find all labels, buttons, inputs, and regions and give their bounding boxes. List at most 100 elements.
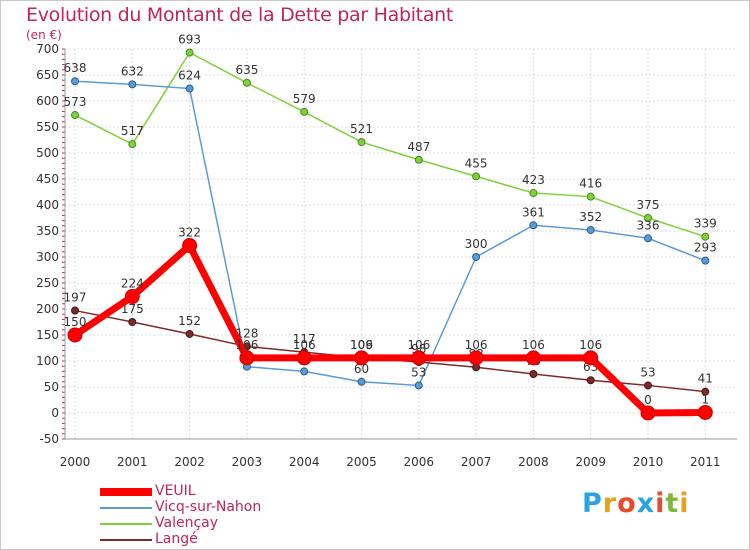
data-label-valen-ay: 487: [407, 140, 430, 154]
data-label-lang-: 128: [235, 326, 258, 340]
point-vicq-sur-nahon: [185, 84, 194, 93]
point-veuil: [296, 350, 312, 366]
point-lang-: [701, 387, 710, 396]
data-label-veuil: 106: [579, 338, 602, 352]
data-label-valen-ay: 339: [694, 217, 717, 231]
legend-label-lange: Langé: [155, 531, 198, 547]
point-veuil: [468, 350, 484, 366]
x-tick-label: 2007: [461, 455, 492, 469]
y-tick-label: 150: [36, 328, 59, 342]
legend-swatch-valencay: [100, 523, 152, 525]
logo-letter: i: [655, 488, 666, 519]
y-tick-label: 0: [51, 406, 59, 420]
point-valen-ay: [71, 111, 79, 120]
point-valen-ay: [701, 232, 710, 241]
point-vicq-sur-nahon: [701, 256, 710, 265]
y-tick-label: 450: [36, 172, 59, 186]
y-tick-label: -50: [39, 432, 59, 446]
y-tick-label: 550: [36, 120, 59, 134]
point-veuil: [182, 238, 198, 254]
point-lang-: [128, 318, 137, 326]
point-vicq-sur-nahon: [414, 381, 423, 390]
data-label-vicq-sur-nahon: 624: [178, 69, 201, 83]
x-tick-label: 2005: [346, 455, 377, 469]
y-tick-label: 700: [36, 42, 59, 56]
proxiti-logo: Proxiti: [582, 488, 690, 519]
data-label-vicq-sur-nahon: 60: [354, 362, 369, 376]
data-label-veuil: 224: [121, 277, 144, 291]
data-label-vicq-sur-nahon: 300: [465, 237, 488, 251]
x-tick-label: 2008: [518, 455, 549, 469]
data-label-valen-ay: 416: [579, 177, 602, 191]
data-label-veuil: 0: [644, 393, 652, 407]
data-label-vicq-sur-nahon: 638: [64, 61, 87, 75]
x-tick-label: 2001: [117, 455, 148, 469]
point-veuil: [354, 350, 369, 366]
point-veuil: [525, 350, 541, 366]
point-valen-ay: [300, 107, 309, 116]
data-label-lang-: 41: [698, 372, 713, 386]
data-label-lang-: 152: [178, 314, 201, 328]
data-label-lang-: 197: [64, 291, 87, 305]
data-label-valen-ay: 517: [121, 124, 144, 138]
data-label-vicq-sur-nahon: 293: [694, 241, 717, 255]
logo-letter: r: [602, 488, 618, 519]
data-label-lang-: 53: [640, 365, 655, 379]
data-label-lang-: 175: [121, 302, 144, 316]
logo-letter: t: [665, 488, 680, 519]
point-veuil: [640, 405, 656, 421]
x-tick-label: 2006: [404, 455, 435, 469]
series-line-valen-ay: [74, 51, 706, 238]
x-tick-label: 2010: [633, 455, 664, 469]
y-tick-label: 200: [36, 302, 59, 316]
x-tick-label: 2009: [575, 455, 606, 469]
legend-label-vicq: Vicq-sur-Nahon: [155, 499, 262, 515]
y-tick-label: 350: [36, 224, 59, 238]
point-lang-: [71, 306, 79, 315]
point-valen-ay: [185, 48, 194, 57]
point-valen-ay: [586, 192, 595, 201]
point-valen-ay: [242, 78, 251, 87]
point-veuil: [124, 289, 140, 305]
point-lang-: [529, 370, 538, 378]
x-tick-label: 2000: [60, 455, 91, 469]
point-veuil: [239, 350, 255, 366]
point-valen-ay: [414, 155, 423, 164]
point-vicq-sur-nahon: [472, 253, 481, 261]
point-vicq-sur-nahon: [128, 80, 137, 89]
y-tick-label: 50: [44, 380, 59, 394]
series-line-veuil: [73, 239, 706, 417]
y-tick-label: 300: [36, 250, 59, 264]
logo-letter: x: [636, 488, 656, 519]
data-label-vicq-sur-nahon: 352: [579, 210, 602, 224]
y-tick-label: 500: [36, 146, 59, 160]
point-veuil: [583, 350, 599, 366]
point-valen-ay: [357, 138, 366, 147]
data-label-veuil: 106: [465, 338, 488, 352]
legend-label-veuil: VEUIL: [155, 483, 196, 499]
data-label-valen-ay: 573: [64, 95, 87, 109]
data-label-valen-ay: 521: [350, 122, 373, 136]
point-veuil: [67, 327, 83, 343]
legend-swatch-lange: [100, 539, 152, 541]
point-valen-ay: [128, 140, 137, 149]
point-veuil: [697, 404, 713, 420]
point-lang-: [644, 381, 652, 390]
data-label-veuil: 106: [293, 338, 316, 352]
y-tick-label: 600: [36, 94, 59, 108]
y-tick-label: 400: [36, 198, 59, 212]
data-label-veuil: 150: [64, 315, 87, 329]
data-label-lang-: 117: [293, 332, 316, 346]
series-line-vicq-sur-nahon: [74, 80, 706, 387]
logo-letter: o: [617, 488, 637, 519]
point-lang-: [586, 376, 595, 385]
data-label-vicq-sur-nahon: 632: [121, 64, 144, 78]
data-label-valen-ay: 693: [178, 33, 201, 47]
data-label-vicq-sur-nahon: 336: [637, 218, 660, 232]
data-label-veuil: 106: [522, 338, 545, 352]
data-label-vicq-sur-nahon: 53: [411, 365, 426, 379]
point-vicq-sur-nahon: [300, 367, 309, 376]
legend-swatch-vicq: [100, 507, 152, 509]
point-vicq-sur-nahon: [357, 377, 366, 386]
